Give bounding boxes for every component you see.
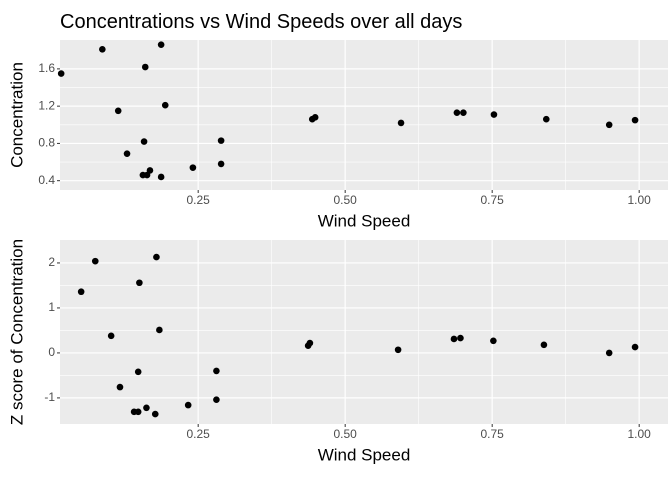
chart-title: Concentrations vs Wind Speeds over all d… xyxy=(60,11,462,33)
point xyxy=(542,115,550,123)
point xyxy=(397,119,405,127)
point xyxy=(91,257,99,265)
point xyxy=(311,114,319,121)
point xyxy=(123,150,131,157)
point xyxy=(217,160,225,168)
point xyxy=(631,116,639,124)
x-tick-label: 0.75 xyxy=(481,427,505,441)
point xyxy=(457,334,464,342)
point xyxy=(140,138,148,145)
point xyxy=(136,279,143,287)
y-tick-label: -1 xyxy=(44,390,55,404)
point xyxy=(161,101,169,109)
point xyxy=(189,164,197,171)
point xyxy=(605,121,613,129)
point xyxy=(540,341,548,349)
x-tick-label: 1.00 xyxy=(628,427,652,441)
panel xyxy=(60,40,668,190)
point xyxy=(157,173,165,181)
y-tick-label: 1.2 xyxy=(38,98,55,112)
point xyxy=(184,401,192,409)
point xyxy=(490,111,498,118)
x-tick-label: 0.50 xyxy=(334,427,358,441)
point xyxy=(153,253,160,261)
point xyxy=(116,383,124,391)
point xyxy=(453,109,461,116)
point xyxy=(605,349,613,357)
point xyxy=(213,396,220,404)
point xyxy=(157,41,165,48)
point xyxy=(99,46,106,53)
x-tick-label: 1.00 xyxy=(628,193,652,207)
y-tick-label: 0.4 xyxy=(38,173,55,187)
point xyxy=(631,343,639,351)
y-tick-label: 1.6 xyxy=(38,61,55,75)
x-tick-label: 0.25 xyxy=(187,193,211,207)
y-tick-label: 1 xyxy=(48,300,55,314)
x-tick-label: 0.50 xyxy=(334,193,358,207)
x-axis-label: Wind Speed xyxy=(318,211,411,230)
point xyxy=(213,367,220,375)
point xyxy=(217,137,225,144)
point xyxy=(143,404,150,412)
point xyxy=(57,70,65,77)
point xyxy=(141,63,149,71)
point xyxy=(460,109,467,116)
y-tick-label: 0.8 xyxy=(38,136,55,150)
x-tick-label: 0.75 xyxy=(481,193,505,207)
x-axis-label: Wind Speed xyxy=(318,445,411,464)
point xyxy=(134,408,142,416)
point xyxy=(134,368,142,376)
x-tick-label: 0.25 xyxy=(187,427,211,441)
point xyxy=(490,337,497,345)
y-axis-label: Concentration xyxy=(7,62,26,168)
y-tick-label: 2 xyxy=(48,255,55,269)
panel xyxy=(60,240,668,424)
y-axis-label: Z score of Concentration xyxy=(7,239,26,425)
point xyxy=(114,107,122,115)
point xyxy=(77,288,85,296)
point xyxy=(107,332,115,340)
point xyxy=(156,326,163,334)
point xyxy=(143,171,151,179)
point xyxy=(450,335,458,343)
y-tick-label: 0 xyxy=(48,345,55,359)
point xyxy=(306,339,314,347)
point xyxy=(151,410,159,418)
point xyxy=(394,346,402,354)
